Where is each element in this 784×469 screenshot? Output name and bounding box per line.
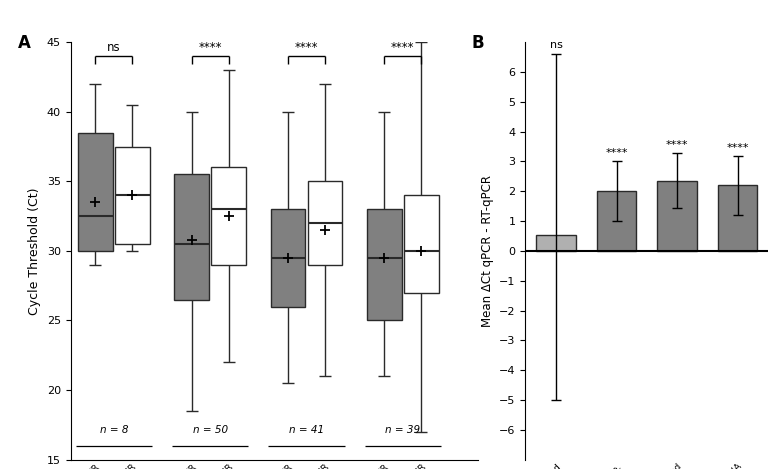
Bar [597, 191, 636, 251]
Bar [270, 209, 305, 307]
Bar [174, 174, 209, 300]
Text: ****: **** [295, 41, 318, 54]
Text: A: A [17, 34, 31, 52]
Text: ****: **** [666, 140, 688, 150]
Text: ns: ns [107, 41, 121, 54]
Text: ****: **** [605, 149, 628, 159]
Y-axis label: Mean ΔCt qPCR - RT-qPCR: Mean ΔCt qPCR - RT-qPCR [481, 175, 493, 327]
Bar [367, 209, 401, 320]
Bar [718, 185, 757, 251]
Bar [536, 234, 575, 251]
Bar [115, 146, 150, 244]
Text: ****: **** [198, 41, 222, 54]
Text: B: B [472, 34, 485, 52]
Y-axis label: Cycle Threshold (Ct): Cycle Threshold (Ct) [28, 187, 41, 315]
Text: ns: ns [550, 40, 562, 50]
Text: n = 8: n = 8 [100, 424, 128, 435]
Bar [78, 133, 113, 251]
Bar [212, 167, 246, 265]
Bar [658, 181, 697, 251]
Bar [308, 182, 343, 265]
Bar [404, 195, 439, 293]
Text: n = 41: n = 41 [289, 424, 324, 435]
Text: ****: **** [391, 41, 415, 54]
Text: n = 50: n = 50 [193, 424, 227, 435]
Text: n = 39: n = 39 [385, 424, 420, 435]
Text: ****: **** [726, 143, 749, 152]
